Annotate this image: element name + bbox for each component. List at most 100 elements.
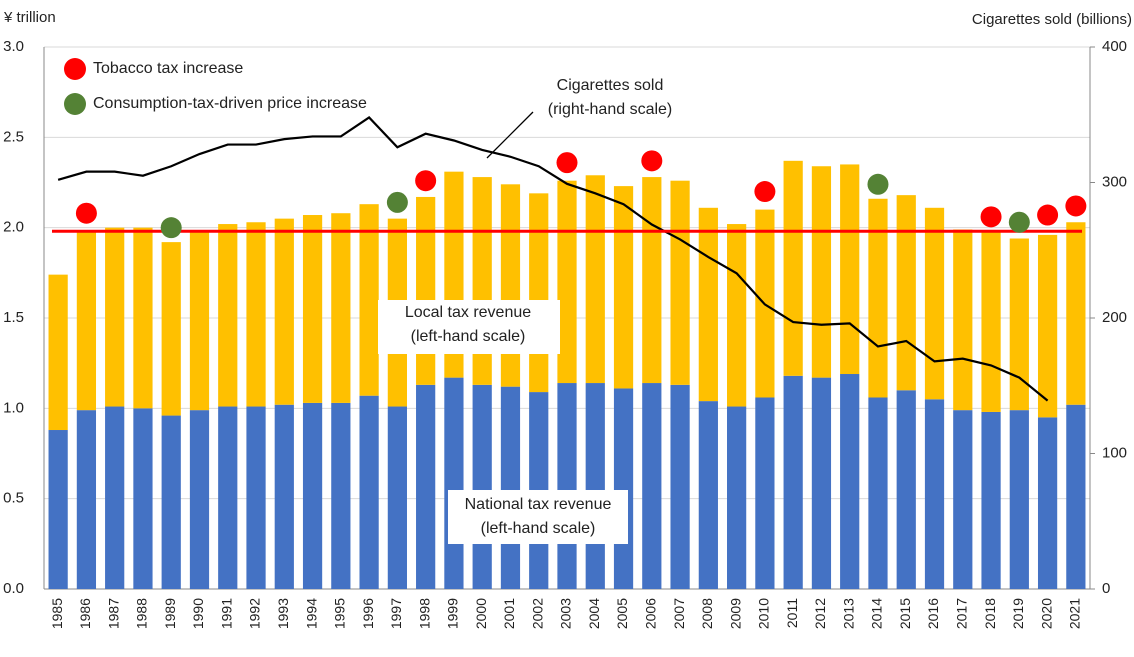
bar xyxy=(48,430,68,589)
bar xyxy=(1009,238,1029,411)
x-tick-label: 1994 xyxy=(303,598,319,629)
x-tick-label: 2018 xyxy=(982,598,998,629)
bar xyxy=(331,213,351,403)
bar xyxy=(274,218,294,405)
bar xyxy=(953,410,973,589)
x-tick-label: 2008 xyxy=(699,598,715,629)
bar xyxy=(1009,410,1029,589)
bar xyxy=(896,195,916,391)
annotation: (left-hand scale) xyxy=(481,520,596,537)
event-marker xyxy=(641,150,663,172)
x-tick-label: 2005 xyxy=(614,598,630,629)
annotation: (left-hand scale) xyxy=(411,328,526,345)
annotation: Local tax revenue xyxy=(405,304,531,321)
bar xyxy=(557,180,577,384)
bar xyxy=(218,224,238,407)
bar xyxy=(161,242,181,416)
x-tick-label: 1995 xyxy=(332,598,348,629)
x-tick-label: 2010 xyxy=(756,598,772,629)
bar xyxy=(76,231,97,411)
x-tick-label: 1999 xyxy=(445,598,461,629)
x-tick-label: 2017 xyxy=(953,598,969,629)
bar xyxy=(105,227,125,407)
annotation: Cigarettes sold xyxy=(557,77,664,94)
y-tick-label: 0.5 xyxy=(3,490,24,507)
x-tick-label: 2015 xyxy=(897,598,913,629)
bar xyxy=(840,164,860,375)
x-tick-label: 2000 xyxy=(473,598,489,629)
event-marker xyxy=(556,152,578,174)
y2-tick-label: 0 xyxy=(1102,580,1110,597)
bar xyxy=(416,196,436,385)
bar xyxy=(811,166,832,378)
event-marker xyxy=(75,202,97,224)
annotation-arrow xyxy=(486,111,534,159)
bar xyxy=(783,160,803,376)
x-tick-label: 2011 xyxy=(784,598,800,628)
y-tick-label: 0.0 xyxy=(3,580,24,597)
x-tick-label: 1996 xyxy=(360,598,376,629)
x-tick-label: 1993 xyxy=(275,598,291,629)
bar xyxy=(1066,222,1086,405)
y-tick-label: 1.0 xyxy=(3,399,24,416)
bar xyxy=(698,207,718,402)
bar xyxy=(500,184,521,387)
bar xyxy=(585,383,605,589)
bar xyxy=(727,224,747,407)
x-tick-label: 1990 xyxy=(190,598,206,629)
y2-axis-label: Cigarettes sold (billions) xyxy=(972,11,1132,28)
bar xyxy=(698,401,718,589)
bar xyxy=(331,402,351,589)
y2-tick-label: 300 xyxy=(1102,173,1127,190)
bar xyxy=(981,231,1001,412)
bar xyxy=(218,406,238,589)
bar xyxy=(868,198,888,398)
bar xyxy=(500,386,521,589)
y2-tick-label: 100 xyxy=(1102,444,1127,461)
x-tick-label: 1988 xyxy=(134,598,150,629)
x-tick-label: 2021 xyxy=(1067,598,1083,629)
y2-tick-label: 400 xyxy=(1102,38,1127,55)
bar xyxy=(133,227,153,409)
legend-marker xyxy=(64,58,86,80)
annotation: National tax revenue xyxy=(465,496,612,513)
y-tick-label: 3.0 xyxy=(3,38,24,55)
bar xyxy=(613,186,634,389)
event-marker xyxy=(386,191,408,213)
event-marker xyxy=(1065,195,1087,217)
x-tick-label: 1997 xyxy=(388,598,404,629)
bar xyxy=(924,207,945,400)
event-marker xyxy=(980,206,1002,228)
bar xyxy=(302,215,323,403)
x-tick-label: 2006 xyxy=(643,598,659,629)
annotation-box xyxy=(448,490,628,544)
y2-tick-label: 200 xyxy=(1102,309,1127,326)
bar xyxy=(613,388,634,589)
bar xyxy=(755,397,775,589)
x-tick-label: 2004 xyxy=(586,598,602,629)
bar xyxy=(529,193,549,393)
event-marker xyxy=(1037,204,1059,226)
bar xyxy=(783,375,803,589)
bar xyxy=(416,384,436,589)
x-tick-label: 2016 xyxy=(925,598,941,629)
annotation-box xyxy=(378,300,560,354)
x-tick-label: 2009 xyxy=(727,598,743,629)
bar xyxy=(585,175,605,384)
bar xyxy=(981,411,1001,589)
bar xyxy=(246,222,266,407)
x-tick-label: 1998 xyxy=(416,598,432,629)
bar xyxy=(76,410,97,589)
x-tick-label: 2020 xyxy=(1038,598,1054,629)
bar xyxy=(105,406,125,589)
legend-marker xyxy=(64,93,86,115)
x-tick-label: 2012 xyxy=(812,598,828,629)
x-tick-label: 2003 xyxy=(558,598,574,629)
bar xyxy=(133,408,153,589)
y-tick-label: 1.5 xyxy=(3,309,24,326)
event-marker xyxy=(754,181,776,203)
x-tick-label: 1985 xyxy=(49,598,65,629)
bar xyxy=(727,406,747,589)
bar xyxy=(642,383,662,589)
bar xyxy=(924,399,945,589)
